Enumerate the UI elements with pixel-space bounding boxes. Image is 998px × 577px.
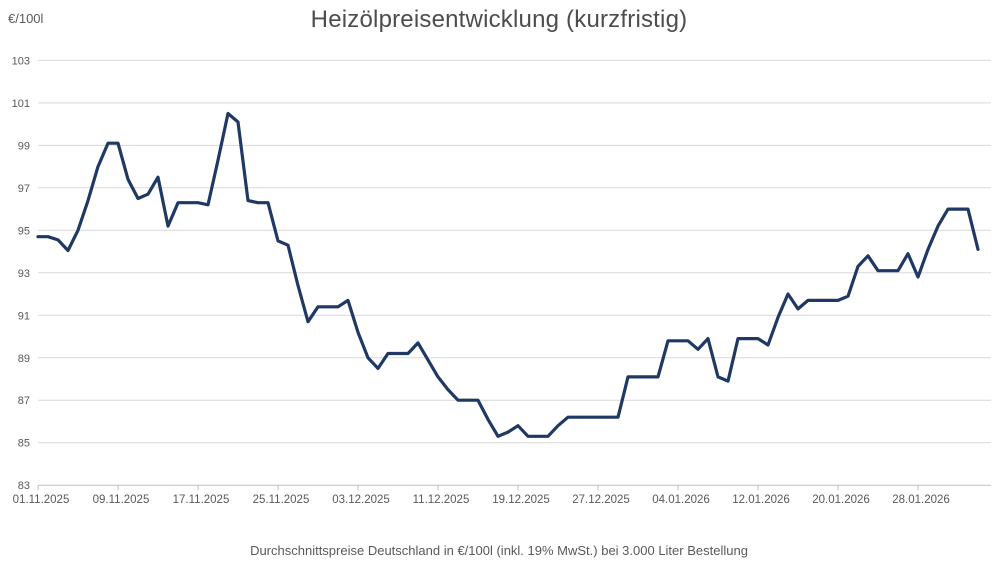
svg-text:95: 95	[18, 225, 30, 237]
svg-text:87: 87	[18, 395, 30, 407]
svg-text:28.01.2026: 28.01.2026	[892, 494, 950, 506]
svg-text:03.12.2025: 03.12.2025	[332, 494, 390, 506]
svg-text:93: 93	[18, 268, 30, 280]
page-title: Heizölpreisentwicklung (kurzfristig)	[310, 6, 688, 33]
y-axis-unit-label: €/100l	[8, 11, 44, 26]
price-line-chart: 103 101 99 97 95 93 91 89 87 85 83 01.11.2025 09.11.…	[12, 55, 991, 506]
svg-text:19.12.2025: 19.12.2025	[492, 494, 550, 506]
svg-text:12.01.2026: 12.01.2026	[732, 494, 790, 506]
svg-text:09.11.2025: 09.11.2025	[93, 494, 150, 506]
svg-text:20.01.2026: 20.01.2026	[812, 494, 870, 506]
svg-text:11.12.2025: 11.12.2025	[413, 494, 470, 506]
svg-text:83: 83	[18, 480, 30, 492]
svg-text:91: 91	[18, 310, 30, 322]
svg-text:01.11.2025: 01.11.2025	[13, 494, 70, 506]
svg-text:89: 89	[18, 353, 30, 365]
price-line	[36, 111, 980, 438]
svg-text:103: 103	[12, 55, 30, 67]
y-axis-labels: 103 101 99 97 95 93 91 89 87 85 83	[12, 55, 30, 492]
svg-text:04.01.2026: 04.01.2026	[652, 494, 710, 506]
gridlines	[38, 59, 991, 486]
svg-text:101: 101	[12, 98, 30, 110]
svg-text:99: 99	[18, 140, 30, 152]
x-axis-ticks	[37, 485, 919, 491]
svg-text:17.11.2025: 17.11.2025	[173, 494, 230, 506]
svg-text:27.12.2025: 27.12.2025	[572, 494, 630, 506]
chart-subtitle: Durchschnittspreise Deutschland in €/100…	[250, 543, 748, 558]
svg-text:25.11.2025: 25.11.2025	[253, 494, 310, 506]
svg-text:85: 85	[18, 438, 30, 450]
x-axis-labels: 01.11.2025 09.11.2025 17.11.2025 25.11.2025…	[13, 494, 950, 506]
svg-text:97: 97	[18, 183, 30, 195]
